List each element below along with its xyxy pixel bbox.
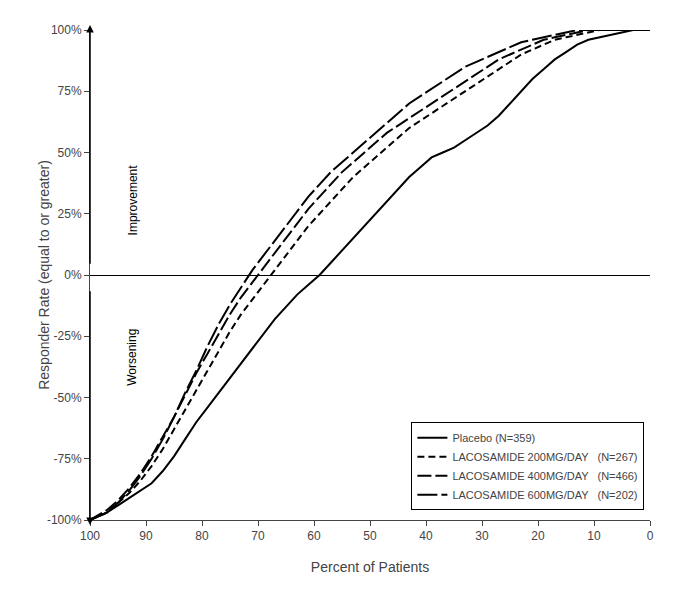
svg-text:Placebo (N=359): Placebo (N=359): [452, 432, 535, 444]
svg-text:Improvement: Improvement: [126, 165, 140, 236]
svg-text:60: 60: [307, 529, 321, 543]
svg-text:LACOSAMIDE 200MG/DAY (N=267): LACOSAMIDE 200MG/DAY (N=267): [452, 451, 637, 463]
svg-text:90: 90: [139, 529, 153, 543]
svg-text:75%: 75%: [58, 84, 82, 98]
svg-text:-25%: -25%: [54, 329, 82, 343]
svg-text:Percent of Patients: Percent of Patients: [311, 559, 429, 575]
svg-text:10: 10: [587, 529, 601, 543]
svg-text:Responder Rate (equal to or gr: Responder Rate (equal to or greater): [36, 160, 52, 390]
svg-text:-50%: -50%: [54, 391, 82, 405]
svg-text:50: 50: [363, 529, 377, 543]
svg-text:LACOSAMIDE 600MG/DAY (N=202): LACOSAMIDE 600MG/DAY (N=202): [452, 489, 637, 501]
svg-text:20: 20: [531, 529, 545, 543]
svg-text:70: 70: [251, 529, 265, 543]
svg-text:80: 80: [195, 529, 209, 543]
svg-text:LACOSAMIDE 400MG/DAY (N=466): LACOSAMIDE 400MG/DAY (N=466): [452, 470, 637, 482]
svg-text:40: 40: [419, 529, 433, 543]
svg-text:100%: 100%: [51, 23, 82, 37]
svg-text:30: 30: [475, 529, 489, 543]
svg-text:Worsening: Worsening: [125, 329, 139, 386]
svg-text:-75%: -75%: [54, 452, 82, 466]
svg-text:-100%: -100%: [47, 513, 82, 527]
svg-text:25%: 25%: [58, 207, 82, 221]
svg-text:50%: 50%: [58, 146, 82, 160]
svg-text:0: 0: [647, 529, 654, 543]
svg-text:0%: 0%: [64, 268, 82, 282]
svg-text:100: 100: [80, 529, 100, 543]
